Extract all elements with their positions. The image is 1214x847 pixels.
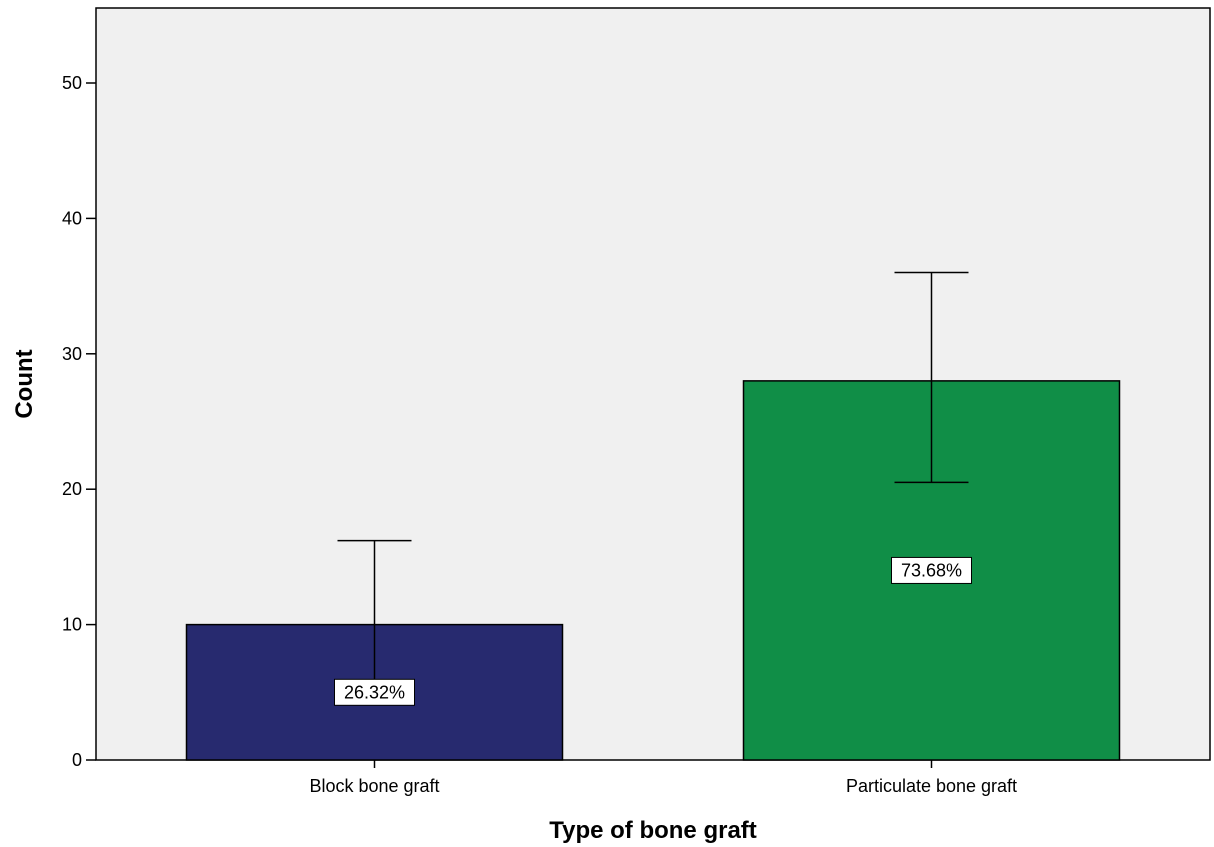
x-tick-label: Particulate bone graft (846, 776, 1017, 796)
x-tick-label: Block bone graft (309, 776, 439, 796)
data-label-box (891, 556, 972, 584)
data-labels-group: 26.32% 73.68% (334, 556, 972, 706)
y-axis-title: Count (11, 349, 38, 418)
data-label-box (334, 678, 415, 706)
data-label: 26.32% (344, 682, 405, 702)
data-label: 73.68% (901, 560, 962, 580)
y-tick-label: 50 (62, 73, 82, 93)
y-tick-label: 10 (62, 615, 82, 635)
x-axis: Block bone graft Particulate bone graft (309, 760, 1017, 796)
y-tick-label: 40 (62, 208, 82, 228)
x-axis-title: Type of bone graft (549, 817, 757, 844)
y-tick-label: 30 (62, 344, 82, 364)
y-tick-label: 20 (62, 479, 82, 499)
y-axis: 0 10 20 30 40 50 (62, 73, 96, 770)
y-tick-label: 0 (72, 750, 82, 770)
